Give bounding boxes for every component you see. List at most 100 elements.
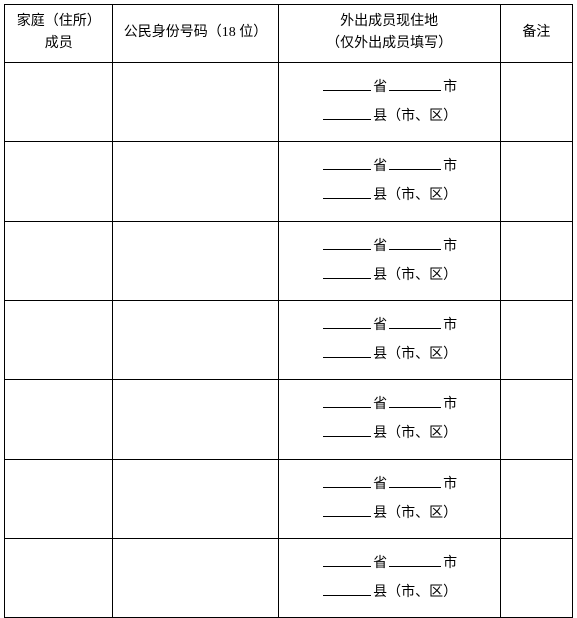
col-header-idnumber: 公民身份号码（18 位） [113,5,278,63]
table-row: 省市县（市、区） [5,142,573,221]
label-city: 市 [443,472,457,497]
location-line-1: 省市 [283,75,496,100]
blank-city[interactable] [389,234,441,250]
blank-province[interactable] [323,551,371,567]
blank-county[interactable] [323,501,371,517]
header-text: 外出成员现住地 [340,14,438,29]
col-header-member: 家庭（住所） 成员 [5,5,113,63]
cell-location[interactable]: 省市县（市、区） [278,300,500,379]
label-city: 市 [443,551,457,576]
household-table: 家庭（住所） 成员 公民身份号码（18 位） 外出成员现住地 （仅外出成员填写）… [4,4,573,618]
location-line-1: 省市 [283,313,496,338]
location-line-2: 县（市、区） [283,501,496,526]
location-line-1: 省市 [283,154,496,179]
cell-location[interactable]: 省市县（市、区） [278,459,500,538]
label-province: 省 [373,472,387,497]
location-line-1: 省市 [283,234,496,259]
label-province: 省 [373,551,387,576]
col-header-location: 外出成员现住地 （仅外出成员填写） [278,5,500,63]
blank-province[interactable] [323,75,371,91]
label-province: 省 [373,392,387,417]
blank-county[interactable] [323,183,371,199]
location-line-2: 县（市、区） [283,421,496,446]
blank-city[interactable] [389,154,441,170]
label-province: 省 [373,313,387,338]
cell-idnumber[interactable] [113,142,278,221]
cell-member[interactable] [5,142,113,221]
cell-location[interactable]: 省市县（市、区） [278,62,500,141]
cell-location[interactable]: 省市县（市、区） [278,221,500,300]
label-county: 县（市、区） [373,263,457,288]
blank-county[interactable] [323,263,371,279]
location-line-1: 省市 [283,392,496,417]
col-header-remark: 备注 [500,5,572,63]
blank-city[interactable] [389,551,441,567]
location-line-2: 县（市、区） [283,104,496,129]
blank-province[interactable] [323,472,371,488]
cell-remark[interactable] [500,300,572,379]
label-city: 市 [443,154,457,179]
label-county: 县（市、区） [373,580,457,605]
blank-county[interactable] [323,104,371,120]
blank-county[interactable] [323,342,371,358]
label-city: 市 [443,313,457,338]
location-line-2: 县（市、区） [283,263,496,288]
cell-member[interactable] [5,380,113,459]
cell-idnumber[interactable] [113,459,278,538]
label-city: 市 [443,234,457,259]
table-row: 省市县（市、区） [5,300,573,379]
blank-county[interactable] [323,580,371,596]
label-county: 县（市、区） [373,342,457,367]
blank-city[interactable] [389,75,441,91]
label-province: 省 [373,234,387,259]
label-city: 市 [443,75,457,100]
cell-idnumber[interactable] [113,300,278,379]
cell-remark[interactable] [500,459,572,538]
table-row: 省市县（市、区） [5,62,573,141]
label-county: 县（市、区） [373,501,457,526]
location-line-2: 县（市、区） [283,183,496,208]
blank-province[interactable] [323,392,371,408]
table-body: 省市县（市、区）省市县（市、区）省市县（市、区）省市县（市、区）省市县（市、区）… [5,62,573,618]
cell-location[interactable]: 省市县（市、区） [278,380,500,459]
label-province: 省 [373,75,387,100]
cell-member[interactable] [5,221,113,300]
blank-city[interactable] [389,313,441,329]
header-text: （仅外出成员填写） [326,36,452,51]
cell-idnumber[interactable] [113,62,278,141]
cell-idnumber[interactable] [113,380,278,459]
cell-member[interactable] [5,539,113,618]
cell-member[interactable] [5,459,113,538]
location-line-1: 省市 [283,472,496,497]
cell-idnumber[interactable] [113,539,278,618]
label-city: 市 [443,392,457,417]
blank-city[interactable] [389,392,441,408]
blank-province[interactable] [323,313,371,329]
blank-city[interactable] [389,472,441,488]
header-text: 备注 [522,25,550,40]
header-text: 公民身份号码（18 位） [124,25,268,40]
label-province: 省 [373,154,387,179]
cell-location[interactable]: 省市县（市、区） [278,539,500,618]
label-county: 县（市、区） [373,421,457,446]
label-county: 县（市、区） [373,104,457,129]
blank-county[interactable] [323,421,371,437]
table-row: 省市县（市、区） [5,459,573,538]
blank-province[interactable] [323,234,371,250]
cell-location[interactable]: 省市县（市、区） [278,142,500,221]
table-row: 省市县（市、区） [5,380,573,459]
cell-remark[interactable] [500,221,572,300]
cell-member[interactable] [5,62,113,141]
cell-idnumber[interactable] [113,221,278,300]
location-line-2: 县（市、区） [283,342,496,367]
header-text: 家庭（住所） [17,14,101,29]
blank-province[interactable] [323,154,371,170]
cell-remark[interactable] [500,539,572,618]
header-text: 成员 [45,36,73,51]
cell-member[interactable] [5,300,113,379]
cell-remark[interactable] [500,142,572,221]
cell-remark[interactable] [500,380,572,459]
label-county: 县（市、区） [373,183,457,208]
cell-remark[interactable] [500,62,572,141]
location-line-1: 省市 [283,551,496,576]
